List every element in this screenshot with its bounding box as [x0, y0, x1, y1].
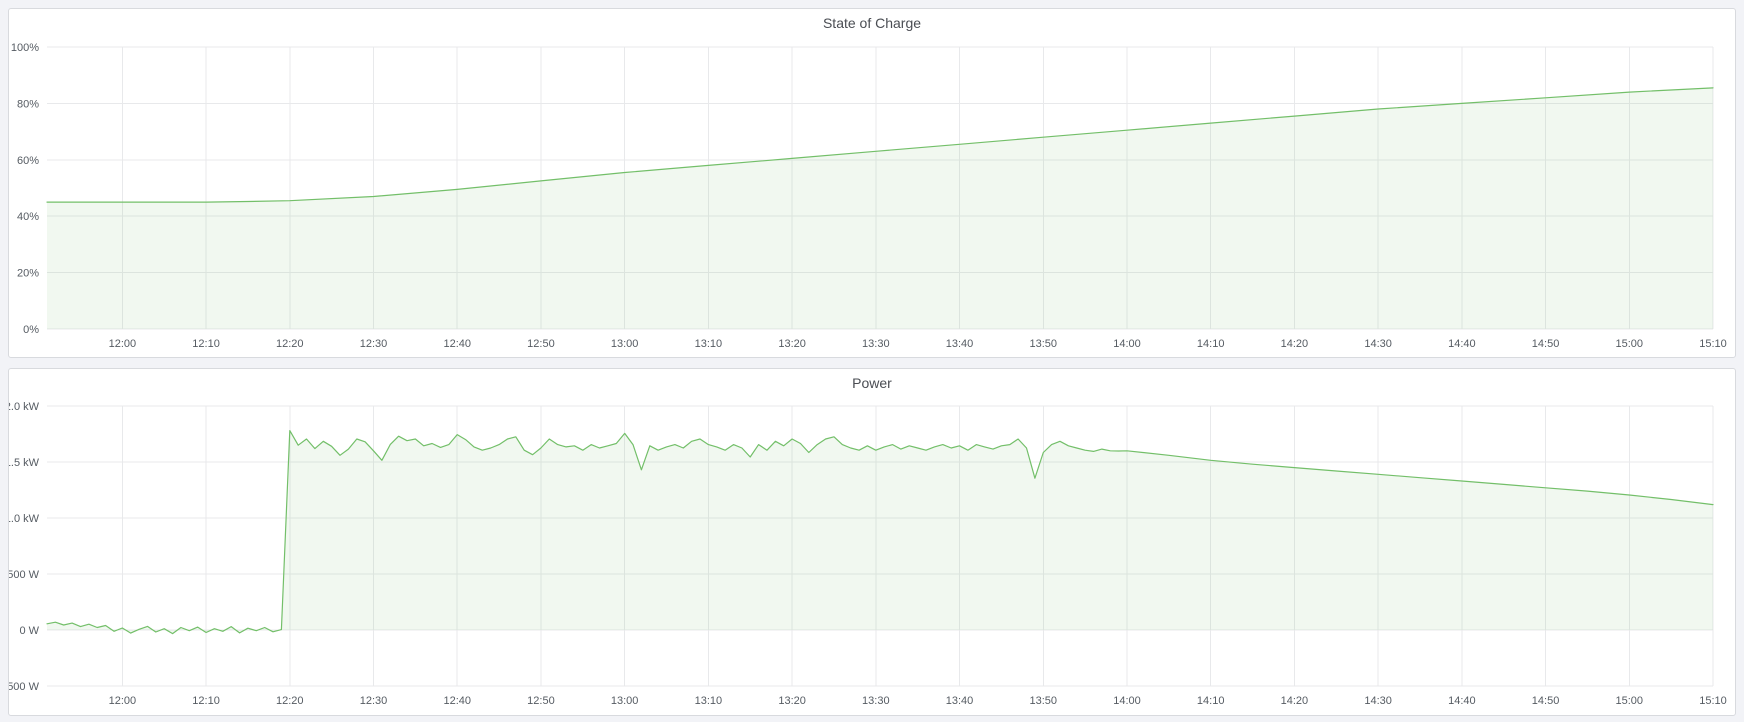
x-tick-label: 13:50 — [1029, 338, 1057, 350]
x-tick-label: 14:40 — [1448, 695, 1476, 707]
x-tick-label: 12:40 — [443, 695, 471, 707]
x-tick-label: 12:30 — [360, 695, 388, 707]
x-tick-label: 13:00 — [611, 338, 639, 350]
x-tick-label: 15:00 — [1616, 695, 1644, 707]
y-tick-label: 60% — [17, 155, 39, 167]
panel-title-power[interactable]: Power — [852, 375, 892, 391]
x-tick-label: 12:50 — [527, 695, 555, 707]
series-area — [47, 87, 1713, 330]
x-tick-label: 13:40 — [946, 695, 974, 707]
x-tick-label: 13:00 — [611, 695, 639, 707]
x-tick-label: 14:00 — [1113, 695, 1141, 707]
y-tick-label: -500 W — [9, 681, 40, 693]
x-tick-label: 13:20 — [778, 695, 806, 707]
x-tick-label: 12:00 — [109, 695, 137, 707]
series-line — [46, 430, 1714, 635]
x-tick-label: 14:30 — [1364, 695, 1392, 707]
x-tick-label: 14:50 — [1532, 695, 1560, 707]
x-tick-label: 12:20 — [276, 338, 304, 350]
x-tick-label: 13:50 — [1029, 695, 1057, 707]
panel-title-state-of-charge[interactable]: State of Charge — [822, 15, 922, 31]
x-tick-label: 13:10 — [695, 338, 723, 350]
x-tick-label: 13:20 — [778, 338, 806, 350]
y-tick-label: 500 W — [9, 569, 40, 581]
x-tick-label: 14:10 — [1197, 695, 1225, 707]
x-tick-label: 14:40 — [1448, 338, 1476, 350]
x-tick-label: 14:50 — [1532, 338, 1560, 350]
panel-power: Power 2.0 kW 1.5 kW 1.0 kW 500 W 0 W -500 W 12… — [8, 368, 1736, 716]
x-tick-label: 12:10 — [192, 695, 220, 707]
y-tick-label: 0% — [23, 324, 39, 336]
x-tick-label: 15:10 — [1699, 338, 1727, 350]
y-tick-label: 40% — [17, 211, 39, 223]
x-tick-label: 12:10 — [192, 338, 220, 350]
x-tick-label: 12:50 — [527, 338, 555, 350]
x-tick-label: 14:20 — [1281, 338, 1309, 350]
x-tick-label: 13:40 — [946, 338, 974, 350]
gridlines — [47, 46, 1714, 330]
x-tick-label: 14:10 — [1197, 338, 1225, 350]
x-tick-label: 12:00 — [109, 338, 137, 350]
x-tick-label: 13:10 — [695, 695, 723, 707]
y-tick-label: 1.0 kW — [9, 513, 40, 525]
x-tick-label: 15:10 — [1699, 695, 1727, 707]
series-line — [46, 87, 1714, 203]
x-tick-label: 15:00 — [1616, 338, 1644, 350]
x-tick-label: 12:40 — [443, 338, 471, 350]
axis-labels: 2.0 kW 1.5 kW 1.0 kW 500 W 0 W -500 W 12:00 12:… — [9, 401, 1727, 707]
y-tick-label: 100% — [11, 42, 39, 54]
x-tick-label: 14:20 — [1281, 695, 1309, 707]
x-tick-label: 14:30 — [1364, 338, 1392, 350]
panel-state-of-charge: State of Charge 100% 80% 60% 40% 20% 0% 12:00 1… — [8, 8, 1736, 358]
x-tick-label: 12:30 — [360, 338, 388, 350]
y-tick-label: 80% — [17, 98, 39, 110]
x-tick-label: 12:20 — [276, 695, 304, 707]
series-area — [47, 430, 1713, 634]
y-tick-label: 2.0 kW — [9, 401, 40, 413]
x-tick-label: 13:30 — [862, 338, 890, 350]
state-of-charge-chart[interactable]: 100% 80% 60% 40% 20% 0% 12:00 12:10 12:20 12:30 12… — [9, 37, 1735, 357]
x-tick-label: 13:30 — [862, 695, 890, 707]
y-tick-label: 0 W — [19, 625, 39, 637]
power-chart[interactable]: 2.0 kW 1.5 kW 1.0 kW 500 W 0 W -500 W 12:00 12:… — [9, 397, 1735, 717]
y-tick-label: 1.5 kW — [9, 457, 40, 469]
y-tick-label: 20% — [17, 268, 39, 280]
x-tick-label: 14:00 — [1113, 338, 1141, 350]
axis-labels: 100% 80% 60% 40% 20% 0% 12:00 12:10 12:20 12:30 12… — [11, 42, 1727, 350]
